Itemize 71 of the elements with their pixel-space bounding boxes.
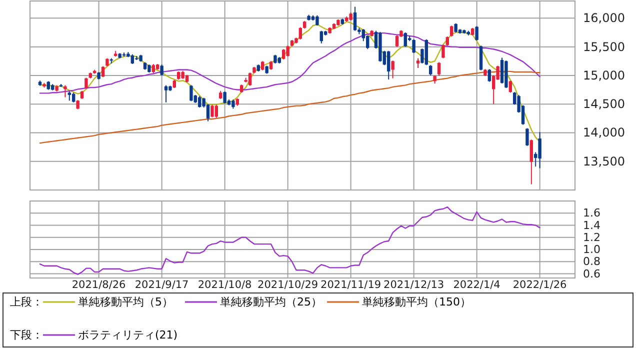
y-tick-label: 1.2	[583, 230, 600, 244]
candlestick	[500, 57, 504, 84]
candlestick	[316, 14, 319, 26]
candlestick	[488, 68, 491, 82]
x-tick-label: 2021/8/26	[72, 279, 126, 291]
legend-title: 下段：	[10, 328, 43, 342]
candlestick	[101, 66, 105, 78]
y-tick-label: 13,500	[583, 154, 625, 168]
candlestick	[210, 104, 214, 118]
candlestick	[130, 54, 134, 64]
candlestick	[286, 45, 290, 58]
candlestick	[508, 80, 512, 94]
candlestick	[479, 45, 483, 71]
candlestick	[387, 50, 390, 80]
candlestick	[437, 62, 441, 77]
candlestick	[475, 26, 478, 42]
line-series	[39, 206, 540, 275]
candlestick	[248, 72, 252, 86]
candlestick	[391, 60, 394, 79]
candlestick	[72, 92, 76, 103]
legend-label: 単純移動平均（5）	[78, 296, 173, 308]
x-tick-label: 2021/10/29	[258, 279, 318, 291]
candlestick	[395, 34, 399, 48]
candlestick	[429, 64, 432, 76]
y-tick-label: 1.6	[583, 206, 600, 220]
candlestick	[160, 64, 164, 76]
candlestick	[412, 38, 416, 54]
candlestick	[68, 90, 71, 102]
y-tick-label: 15,500	[583, 40, 625, 54]
candlestick	[164, 84, 168, 103]
candlestick	[152, 64, 155, 74]
y-tick-label: 14,000	[583, 126, 625, 140]
candlestick	[298, 26, 302, 40]
legend-title: 上段：	[10, 296, 43, 308]
candlestick	[282, 48, 286, 60]
candlestick	[526, 128, 529, 146]
legend-label: 単純移動平均（25）	[220, 296, 322, 308]
x-tick-label: 2021/10/8	[198, 279, 252, 291]
candlestick	[416, 58, 420, 69]
candlestick	[538, 132, 542, 169]
y-tick-label: 15,000	[583, 68, 625, 82]
candlestick	[64, 84, 67, 98]
candlestick	[214, 104, 218, 118]
y-tick-label: 1.4	[583, 218, 600, 232]
text: ボラティリティ(21)	[78, 328, 178, 342]
x-tick-label: 2022/1/4	[453, 279, 501, 291]
candlestick	[450, 25, 454, 38]
candlestick	[198, 96, 202, 108]
candlestick	[190, 84, 193, 102]
candlestick	[232, 99, 235, 110]
x-tick-label: 2021/11/19	[320, 279, 382, 291]
y-tick-label: 0.8	[583, 255, 600, 268]
y-tick-label: 1.0	[583, 243, 600, 256]
y-tick-label: 16,000	[583, 11, 625, 26]
candlestick	[446, 36, 449, 46]
x-tick-label: 2022/1/26	[512, 279, 568, 291]
candlestick	[442, 44, 445, 59]
y-tick-label: 14,500	[583, 97, 625, 112]
candlestick	[454, 22, 458, 33]
y-tick-label: 0.6	[583, 267, 600, 280]
candlestick	[76, 100, 80, 110]
x-tick-label: 2021/9/17	[134, 279, 189, 291]
legend-label: 単純移動平均（150）	[362, 296, 471, 308]
candlestick	[84, 77, 88, 90]
candlestick	[261, 60, 264, 71]
candlestick	[320, 30, 323, 44]
candlestick	[404, 32, 407, 48]
candlestick	[223, 90, 226, 104]
candlestick	[530, 139, 533, 185]
x-tick-label: 2021/12/13	[384, 279, 444, 291]
candlestick	[353, 6, 357, 32]
